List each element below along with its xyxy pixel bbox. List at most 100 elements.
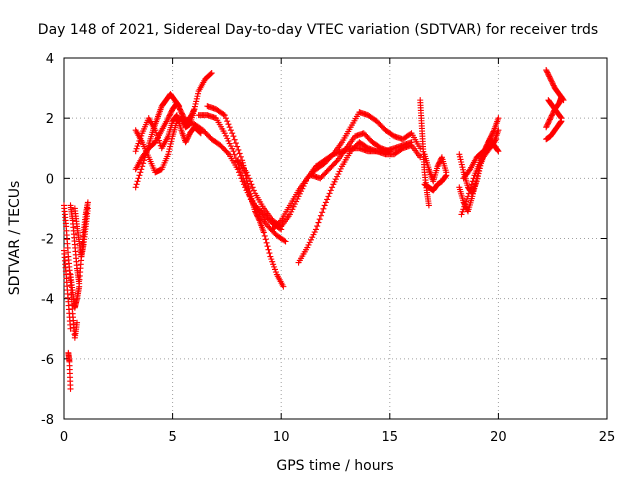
data-point xyxy=(221,130,228,137)
track-arc-t xyxy=(421,172,450,194)
data-point xyxy=(136,137,143,144)
data-point xyxy=(187,113,194,120)
data-point xyxy=(456,153,463,160)
data-point xyxy=(312,226,319,233)
data-point xyxy=(230,148,237,155)
data-point xyxy=(543,67,550,74)
data-point xyxy=(188,112,195,119)
data-point xyxy=(84,205,91,212)
data-point xyxy=(232,140,239,147)
data-points xyxy=(61,67,567,392)
data-point xyxy=(179,111,186,118)
data-point xyxy=(548,112,555,119)
data-point xyxy=(546,73,553,80)
data-point xyxy=(132,184,139,191)
data-point xyxy=(136,172,143,179)
data-point xyxy=(315,219,322,226)
data-point xyxy=(305,241,312,248)
data-point xyxy=(335,171,342,178)
data-point xyxy=(280,283,287,290)
data-point xyxy=(188,111,195,118)
data-point xyxy=(316,216,323,223)
data-point xyxy=(193,95,200,102)
track-arc-p xyxy=(295,139,415,266)
track-arc-h xyxy=(132,112,204,155)
data-point xyxy=(253,212,260,219)
data-point xyxy=(229,145,236,152)
data-point xyxy=(165,115,172,122)
data-point xyxy=(467,184,474,191)
track-arc-e xyxy=(71,205,91,260)
data-point xyxy=(304,244,311,251)
data-point xyxy=(425,202,432,209)
data-point xyxy=(137,135,144,142)
data-point xyxy=(471,183,478,190)
data-point xyxy=(276,218,283,225)
track-arc-n xyxy=(234,142,424,230)
data-point xyxy=(329,184,336,191)
data-point xyxy=(546,74,553,81)
data-point xyxy=(458,159,465,166)
track-arc-b xyxy=(61,247,74,332)
data-point xyxy=(331,178,338,185)
data-point xyxy=(231,136,238,143)
data-point xyxy=(309,234,316,241)
track-arc-q xyxy=(308,130,393,182)
data-point xyxy=(458,211,465,218)
data-point xyxy=(195,90,202,97)
data-point xyxy=(544,69,551,76)
data-point xyxy=(192,100,199,107)
data-point xyxy=(269,258,276,265)
data-point xyxy=(558,115,565,122)
data-point xyxy=(67,385,74,392)
y-tick-label: 4 xyxy=(46,52,54,67)
data-point xyxy=(255,216,262,223)
data-point xyxy=(234,143,241,150)
data-point xyxy=(230,133,237,140)
data-point xyxy=(184,135,191,142)
data-point xyxy=(249,184,256,191)
data-point xyxy=(222,115,229,122)
data-point xyxy=(464,207,471,214)
data-point xyxy=(495,127,502,134)
data-point xyxy=(545,120,552,127)
data-point xyxy=(268,256,275,263)
data-point xyxy=(545,72,552,79)
data-point xyxy=(174,101,181,108)
data-point xyxy=(438,155,445,162)
data-point xyxy=(310,231,317,238)
data-point xyxy=(185,132,192,139)
data-point xyxy=(226,124,233,131)
track-arc-f xyxy=(67,271,83,311)
data-point xyxy=(459,208,466,215)
data-point xyxy=(245,183,252,190)
data-point xyxy=(547,76,554,83)
data-point xyxy=(138,132,145,139)
data-point xyxy=(231,151,238,158)
plot-frame xyxy=(63,57,608,420)
data-point xyxy=(76,283,83,290)
data-point xyxy=(290,203,297,210)
data-point xyxy=(178,110,185,117)
data-point xyxy=(436,159,443,166)
data-point xyxy=(307,236,314,243)
data-point xyxy=(135,140,142,147)
data-point xyxy=(460,166,467,173)
data-point xyxy=(166,146,173,153)
data-point xyxy=(495,148,502,155)
data-point xyxy=(558,94,565,101)
data-point xyxy=(270,261,277,268)
data-point xyxy=(265,246,272,253)
data-point xyxy=(132,148,139,155)
data-point xyxy=(314,223,321,230)
data-point xyxy=(168,108,175,115)
data-point xyxy=(322,199,329,206)
data-point xyxy=(247,178,254,185)
data-point xyxy=(544,121,551,128)
data-point xyxy=(183,137,190,144)
track-arc-l xyxy=(195,112,289,245)
data-point xyxy=(191,103,198,110)
data-point xyxy=(463,198,470,205)
data-point xyxy=(471,185,478,192)
data-point xyxy=(321,202,328,209)
